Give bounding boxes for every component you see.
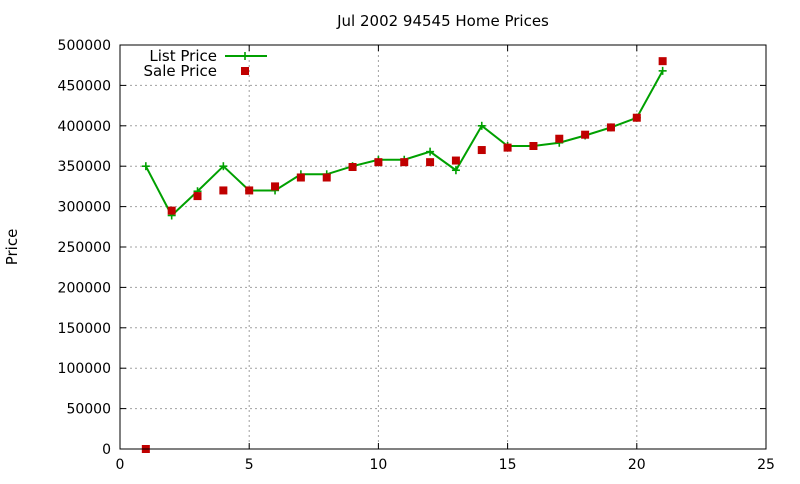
- x-tick-label: 10: [369, 457, 387, 473]
- y-tick-label: 200000: [58, 280, 111, 296]
- sale-price-point: [245, 186, 254, 195]
- x-tick-label: 0: [116, 457, 125, 473]
- y-axis-label: Price: [3, 229, 21, 266]
- sale-price-point: [658, 57, 667, 66]
- sale-price-point: [606, 123, 615, 132]
- y-tick-label: 0: [102, 442, 111, 458]
- sale-price-point: [167, 206, 176, 215]
- y-tick-label: 300000: [58, 200, 111, 216]
- legend-label: Sale Price: [144, 62, 217, 80]
- series-layer: [141, 57, 667, 453]
- sale-price-point: [400, 158, 409, 167]
- sale-price-point: [581, 130, 590, 139]
- y-tick-label: 150000: [58, 321, 111, 337]
- sale-price-point: [477, 146, 486, 155]
- sale-price-point: [219, 186, 228, 195]
- series-list-price: [141, 66, 667, 220]
- legend-square-swatch: [241, 67, 249, 75]
- sale-price-point: [503, 143, 512, 152]
- sale-price-point: [426, 158, 435, 167]
- sale-price-point: [555, 134, 564, 143]
- x-tick-label: 5: [245, 457, 254, 473]
- x-tick-label: 25: [757, 457, 775, 473]
- y-tick-label: 400000: [58, 119, 111, 135]
- sale-price-point: [632, 113, 641, 122]
- y-tick-label: 50000: [66, 402, 111, 418]
- legend-label: List Price: [149, 47, 217, 65]
- sale-price-point: [193, 192, 202, 201]
- sale-price-point: [529, 142, 538, 150]
- series-sale-price: [141, 57, 667, 453]
- sale-price-point: [374, 158, 383, 167]
- x-tick-label: 20: [628, 457, 646, 473]
- list-price-point: [658, 66, 667, 75]
- y-tick-label: 350000: [58, 159, 111, 175]
- list-price-point: [141, 162, 150, 171]
- list-price-point: [477, 121, 486, 130]
- list-price-point: [219, 162, 228, 171]
- list-price-point: [451, 166, 460, 175]
- chart-title: Jul 2002 94545 Home Prices: [336, 12, 549, 30]
- grid-layer: [120, 45, 766, 449]
- legend-plus-swatch: [241, 52, 249, 60]
- sale-price-point: [296, 173, 305, 182]
- sale-price-point: [322, 173, 331, 182]
- sale-price-point: [348, 163, 357, 172]
- y-tick-label: 500000: [58, 38, 111, 54]
- x-tick-label: 15: [499, 457, 517, 473]
- y-tick-label: 250000: [58, 240, 111, 256]
- sale-price-point: [271, 182, 280, 191]
- sale-price-point: [451, 156, 460, 165]
- y-tick-label: 450000: [58, 78, 111, 94]
- y-tick-label: 100000: [58, 361, 111, 377]
- ticks-layer: 0 50000 100000 150000 200000 250000 300000 3500…: [58, 38, 775, 473]
- list-price-point: [426, 147, 435, 156]
